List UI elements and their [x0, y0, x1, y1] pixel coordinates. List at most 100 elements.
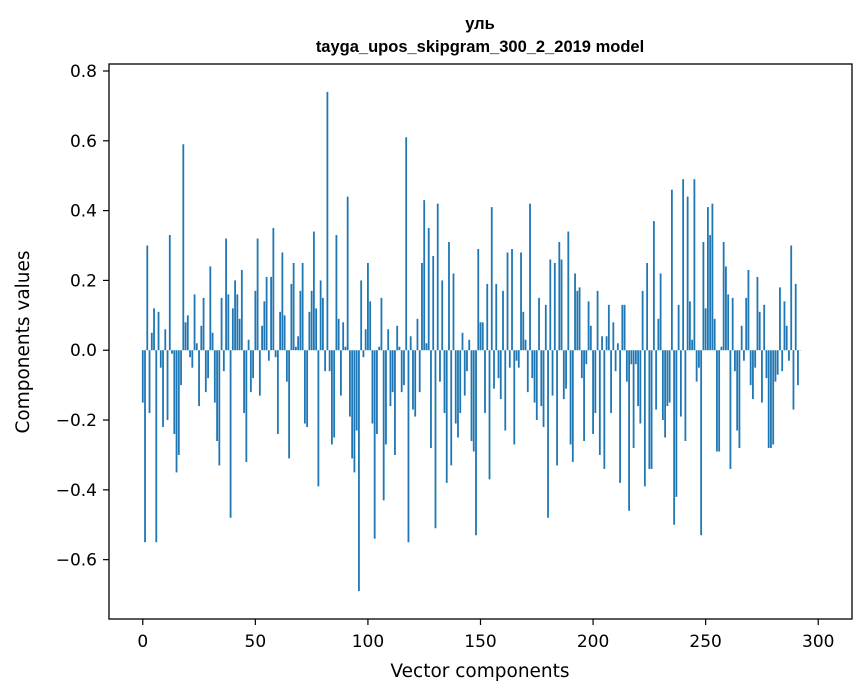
bar-component-168 [520, 252, 522, 351]
bar-component-281 [774, 350, 777, 382]
bar-component-186 [560, 259, 563, 351]
bar-component-123 [418, 350, 421, 393]
bar-component-146 [470, 350, 473, 441]
bar-component-287 [788, 350, 790, 361]
bar-component-156 [493, 350, 495, 389]
bar-component-96 [358, 350, 360, 592]
bar-component-108 [385, 350, 387, 445]
bar-component-100 [367, 262, 369, 351]
bar-component-65 [288, 350, 291, 459]
bar-component-142 [461, 332, 464, 351]
bar-component-234 [668, 350, 671, 403]
bar-component-289 [792, 350, 795, 410]
bar-component-67 [292, 262, 295, 351]
bar-component-194 [578, 287, 581, 351]
bar-component-227 [652, 221, 655, 351]
bar-component-105 [378, 346, 381, 351]
bar-component-256 [718, 350, 721, 452]
bar-component-263 [734, 350, 736, 372]
bar-component-222 [641, 290, 644, 351]
bar-component-238 [677, 304, 680, 351]
bar-component-17 [180, 350, 182, 386]
bar-component-91 [346, 196, 349, 351]
bar-component-221 [639, 350, 642, 424]
bar-component-116 [403, 350, 405, 386]
bar-component-185 [558, 242, 561, 351]
bar-component-10 [164, 329, 167, 351]
bar-component-58 [272, 228, 275, 351]
x-tick-label: 300 [802, 632, 834, 652]
bar-component-2 [146, 245, 149, 351]
bar-component-101 [369, 301, 372, 351]
bar-component-102 [371, 350, 374, 424]
y-axis-ticks: −0.6 −0.4 −0.2 0.0 0.2 0.4 0.6 0.8 [56, 62, 109, 571]
bar-component-37 [225, 238, 227, 351]
plot-frame [108, 63, 853, 620]
bar-component-46 [245, 350, 248, 462]
bar-component-80 [321, 297, 324, 351]
bar-component-135 [445, 350, 448, 483]
bar-component-74 [308, 311, 311, 351]
bar-component-198 [587, 301, 590, 351]
bar-component-0 [141, 350, 144, 403]
bar-component-219 [634, 350, 637, 365]
bar-component-187 [562, 350, 565, 400]
bar-component-215 [625, 350, 628, 382]
bar-component-55 [265, 276, 268, 351]
bar-component-176 [538, 297, 540, 351]
bar-component-73 [306, 350, 309, 428]
bar-component-92 [349, 350, 351, 417]
bar-component-260 [727, 294, 730, 351]
y-tick-label: 0.2 [70, 271, 97, 291]
bar-component-147 [472, 350, 475, 452]
bar-component-277 [765, 350, 768, 379]
bar-component-144 [466, 350, 468, 372]
bar-component-39 [229, 350, 232, 518]
bar-component-14 [173, 350, 176, 434]
bar-component-233 [666, 350, 669, 407]
bar-component-12 [168, 235, 171, 351]
bar-component-203 [598, 350, 601, 455]
bar-component-242 [686, 196, 689, 351]
bar-component-284 [781, 350, 784, 372]
bar-component-161 [504, 350, 507, 431]
bar-component-237 [675, 350, 678, 497]
bar-component-150 [479, 322, 482, 351]
bar-component-57 [270, 276, 273, 351]
bar-component-149 [477, 249, 480, 351]
bar-component-178 [542, 350, 545, 428]
bar-component-112 [394, 350, 396, 455]
bar-component-270 [749, 350, 752, 386]
bar-component-266 [740, 325, 743, 351]
bar-component-8 [159, 350, 162, 368]
bar-component-70 [299, 290, 302, 351]
x-tick-label: 150 [464, 632, 496, 652]
bar-component-119 [409, 336, 412, 351]
y-tick-label: −0.4 [56, 481, 97, 501]
bar-component-247 [698, 350, 700, 368]
bar-component-180 [547, 350, 549, 518]
bar-component-208 [610, 350, 612, 414]
chart-subtitle: tayga_upos_skipgram_300_2_2019 model [316, 38, 644, 56]
bar-component-241 [684, 350, 687, 441]
bar-component-60 [276, 350, 279, 434]
bar-component-272 [754, 350, 757, 368]
bar-component-181 [549, 259, 552, 351]
y-axis-label: Components values [13, 250, 34, 433]
bar-component-269 [747, 269, 750, 351]
bar-component-278 [767, 350, 770, 448]
bar-component-72 [303, 350, 306, 424]
bar-component-127 [427, 228, 430, 351]
bar-component-226 [650, 350, 653, 469]
bar-component-41 [234, 280, 236, 351]
bar-component-171 [526, 350, 529, 393]
bar-component-83 [328, 350, 331, 372]
bar-component-26 [200, 325, 203, 351]
bar-component-159 [499, 350, 502, 400]
bar-component-5 [153, 308, 155, 351]
bar-component-199 [589, 325, 592, 351]
bar-component-18 [182, 144, 185, 351]
bar-component-141 [459, 350, 462, 414]
bar-component-134 [443, 350, 446, 414]
bar-component-110 [389, 350, 392, 407]
